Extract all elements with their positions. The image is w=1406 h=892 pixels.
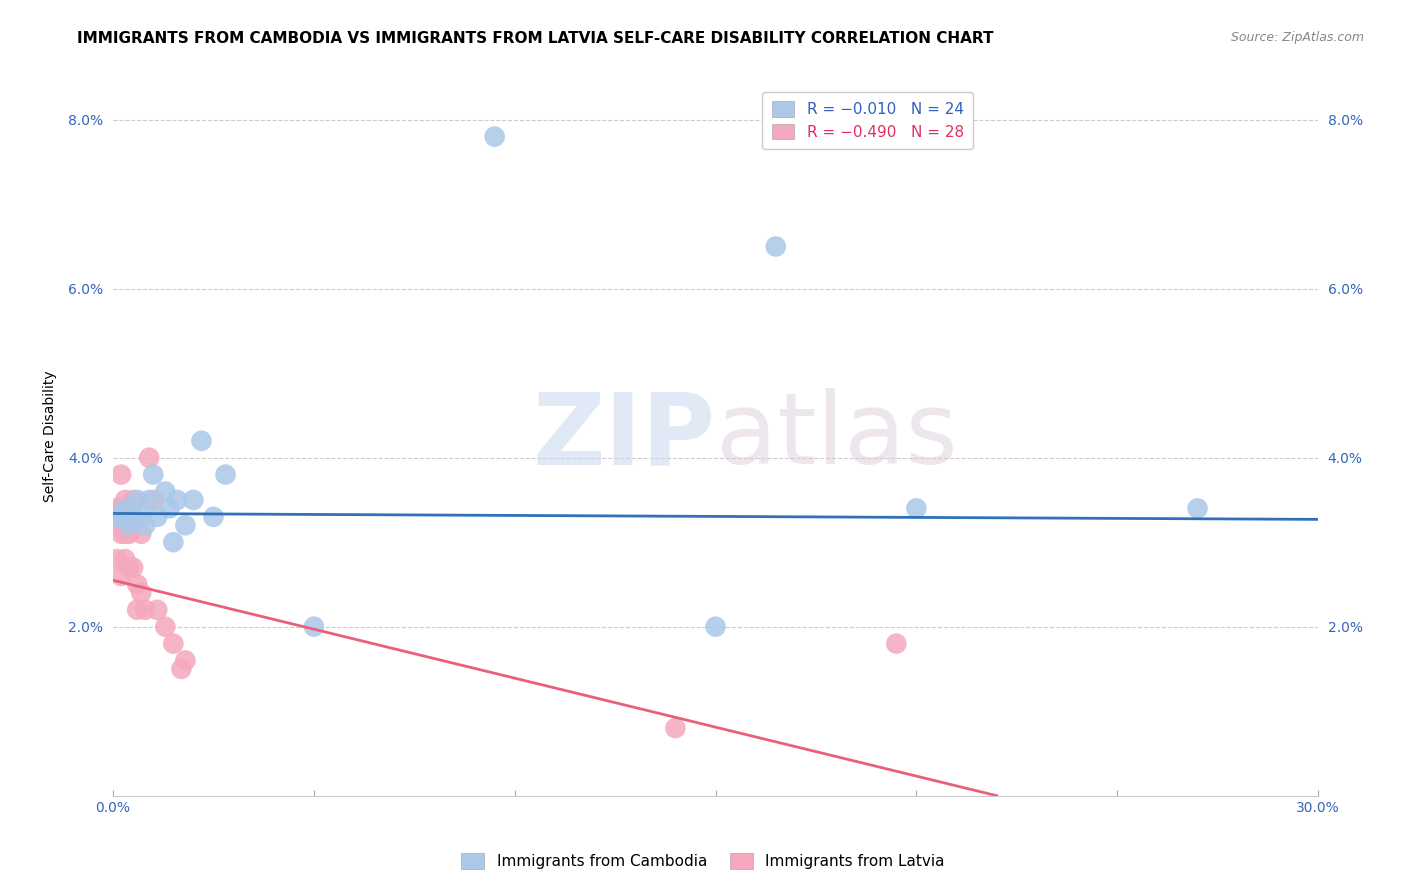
Point — [110, 526, 132, 541]
Point — [704, 620, 727, 634]
Point — [1187, 501, 1209, 516]
Point — [127, 577, 149, 591]
Point — [110, 501, 132, 516]
Point — [122, 492, 145, 507]
Legend: R = −0.010   N = 24, R = −0.490   N = 28: R = −0.010 N = 24, R = −0.490 N = 28 — [762, 92, 973, 149]
Point — [905, 501, 928, 516]
Point — [302, 620, 325, 634]
Text: Source: ZipAtlas.com: Source: ZipAtlas.com — [1230, 31, 1364, 45]
Point — [162, 637, 184, 651]
Point — [765, 239, 787, 253]
Point — [118, 526, 141, 541]
Point — [138, 450, 160, 465]
Point — [122, 509, 145, 524]
Point — [146, 603, 169, 617]
Point — [170, 662, 193, 676]
Point — [114, 492, 136, 507]
Text: IMMIGRANTS FROM CAMBODIA VS IMMIGRANTS FROM LATVIA SELF-CARE DISABILITY CORRELAT: IMMIGRANTS FROM CAMBODIA VS IMMIGRANTS F… — [77, 31, 994, 46]
Point — [114, 501, 136, 516]
Point — [129, 526, 152, 541]
Point — [484, 129, 506, 144]
Point — [190, 434, 212, 448]
Point — [146, 509, 169, 524]
Point — [105, 509, 128, 524]
Point — [142, 492, 165, 507]
Point — [105, 552, 128, 566]
Point — [166, 492, 188, 507]
Point — [129, 586, 152, 600]
Point — [118, 560, 141, 574]
Y-axis label: Self-Care Disability: Self-Care Disability — [44, 371, 58, 502]
Point — [110, 569, 132, 583]
Point — [174, 518, 197, 533]
Text: ZIP: ZIP — [533, 388, 716, 485]
Legend: Immigrants from Cambodia, Immigrants from Latvia: Immigrants from Cambodia, Immigrants fro… — [456, 847, 950, 875]
Point — [127, 492, 149, 507]
Point — [105, 501, 128, 516]
Point — [138, 492, 160, 507]
Point — [122, 560, 145, 574]
Text: atlas: atlas — [716, 388, 957, 485]
Point — [105, 518, 128, 533]
Point — [884, 637, 907, 651]
Point — [183, 492, 205, 507]
Point — [127, 603, 149, 617]
Point — [134, 603, 156, 617]
Point — [157, 501, 180, 516]
Point — [155, 620, 177, 634]
Point — [155, 484, 177, 499]
Point — [114, 526, 136, 541]
Point — [134, 518, 156, 533]
Point — [118, 518, 141, 533]
Point — [110, 467, 132, 482]
Point — [110, 509, 132, 524]
Point — [114, 552, 136, 566]
Point — [664, 721, 686, 735]
Point — [202, 509, 225, 524]
Point — [214, 467, 236, 482]
Point — [142, 467, 165, 482]
Point — [162, 535, 184, 549]
Point — [129, 509, 152, 524]
Point — [174, 653, 197, 667]
